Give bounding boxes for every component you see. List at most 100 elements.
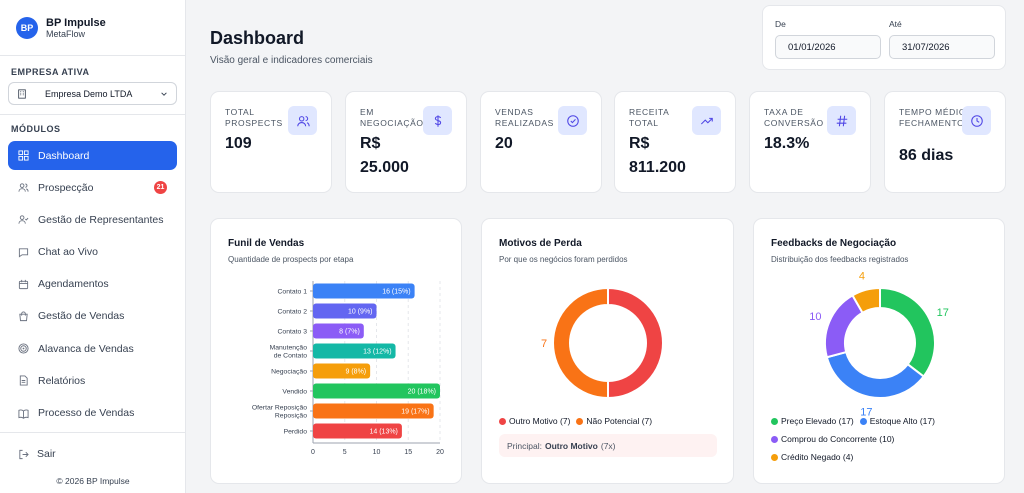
kpi-value: 811.200 bbox=[629, 159, 686, 176]
target-icon bbox=[18, 343, 29, 354]
x-tick-label: 15 bbox=[404, 449, 412, 456]
slice-label: 7 bbox=[541, 338, 547, 350]
legend-item: Crédito Negado (4) bbox=[771, 452, 995, 462]
kpi-card: TEMPO MÉDIO FECHAMENTO 86 dias bbox=[884, 91, 1006, 193]
brand-subtitle: MetaFlow bbox=[46, 28, 86, 39]
kpi-label: TAXA DE CONVERSÃO bbox=[764, 107, 824, 128]
principal-prefix: Principal: bbox=[507, 440, 542, 451]
legend-label: Outro Motivo (7) bbox=[509, 416, 571, 426]
shopping-bag-icon bbox=[18, 311, 29, 322]
donut-slice[interactable] bbox=[552, 286, 609, 400]
donut-slice[interactable] bbox=[607, 286, 664, 400]
y-tick-label: Contato 1 bbox=[278, 289, 308, 296]
funnel-bar[interactable] bbox=[313, 423, 402, 439]
chat-icon bbox=[18, 247, 29, 258]
sidebar-item-dashboard[interactable]: Dashboard bbox=[8, 141, 177, 170]
kpi-value: 109 bbox=[225, 135, 252, 152]
funnel-bar[interactable] bbox=[313, 283, 415, 299]
trending-up-icon bbox=[692, 106, 721, 135]
funnel-bar[interactable] bbox=[313, 303, 377, 319]
users-icon bbox=[288, 106, 317, 135]
bar-data-label: 10 (9%) bbox=[348, 309, 373, 316]
principal-name: Outro Motivo bbox=[544, 440, 598, 451]
loss-reasons-legend: Outro Motivo (7) Não Potencial (7) bbox=[499, 416, 729, 434]
bar-data-label: 13 (12%) bbox=[363, 349, 391, 356]
funnel-bar[interactable] bbox=[313, 323, 364, 339]
sidebar-divider bbox=[0, 114, 186, 115]
logout-button[interactable]: Sair bbox=[18, 448, 56, 460]
sidebar-item-prospeccao[interactable]: Prospecção 21 bbox=[8, 173, 177, 202]
sidebar-divider bbox=[0, 432, 186, 433]
kpi-card: RECEITA TOTAL R$ 811.200 bbox=[614, 91, 736, 193]
funnel-bar[interactable] bbox=[313, 403, 434, 419]
legend-item: Preço Elevado (17) bbox=[771, 416, 854, 426]
building-icon bbox=[18, 88, 26, 99]
feedbacks-subtitle: Distribuição dos feedbacks registrados bbox=[771, 255, 909, 264]
funnel-bar[interactable] bbox=[313, 363, 371, 379]
legend-swatch bbox=[771, 453, 778, 461]
legend-item: Comprou do Concorrente (10) bbox=[771, 434, 995, 444]
sidebar-item-relatorios[interactable]: Relatórios bbox=[8, 366, 177, 395]
bar-data-label: 19 (17%) bbox=[401, 409, 429, 416]
legend-swatch bbox=[771, 435, 778, 443]
users-icon bbox=[18, 182, 29, 193]
x-tick-label: 5 bbox=[343, 449, 347, 456]
bar-data-label: 14 (13%) bbox=[369, 429, 397, 436]
principal-count: (7x) bbox=[600, 440, 616, 451]
slice-label: 17 bbox=[937, 307, 949, 319]
legend-label: Preço Elevado (17) bbox=[781, 416, 854, 426]
sidebar-item-gestao-vendas[interactable]: Gestão de Vendas bbox=[8, 302, 177, 331]
page-title: Dashboard bbox=[210, 28, 305, 48]
sidebar-item-label: Agendamentos bbox=[38, 278, 109, 291]
legend-item: Estoque Alto (17) bbox=[859, 416, 935, 426]
sidebar-item-label: Dashboard bbox=[38, 149, 90, 162]
dashboard-icon bbox=[18, 150, 29, 161]
legend-swatch bbox=[576, 417, 584, 425]
kpi-value: R$ bbox=[629, 135, 650, 152]
slice-label: 4 bbox=[859, 270, 865, 282]
calendar-icon bbox=[18, 279, 29, 290]
sidebar-item-label: Gestão de Representantes bbox=[38, 213, 164, 226]
to-date-input[interactable]: 31/07/2026 bbox=[889, 35, 995, 59]
kpi-card: EM NEGOCIAÇÃO R$ 25.000 bbox=[345, 91, 467, 193]
legend-label: Crédito Negado (4) bbox=[781, 452, 854, 462]
sidebar-item-representantes[interactable]: Gestão de Representantes bbox=[8, 205, 177, 234]
loss-reasons-title: Motivos de Perda bbox=[499, 238, 582, 249]
dollar-icon bbox=[423, 106, 452, 135]
kpi-value: 86 dias bbox=[899, 147, 954, 164]
y-tick-label: Negociação bbox=[271, 369, 307, 376]
kpi-card: TAXA DE CONVERSÃO 18.3% bbox=[749, 91, 871, 193]
logout-icon bbox=[18, 449, 29, 460]
donut-slice[interactable] bbox=[851, 286, 881, 315]
y-tick-label: Vendido bbox=[282, 389, 307, 396]
sidebar-item-label: Gestão de Vendas bbox=[38, 310, 125, 323]
bar-data-label: 20 (18%) bbox=[408, 389, 436, 396]
kpi-label: TEMPO MÉDIO FECHAMENTO bbox=[899, 107, 967, 128]
brand-logo: BP bbox=[16, 16, 38, 39]
prospeccao-badge: 21 bbox=[154, 181, 167, 195]
kpi-label: TOTAL PROSPECTS bbox=[225, 107, 283, 128]
kpi-label: RECEITA TOTAL bbox=[629, 107, 669, 128]
clock-icon bbox=[962, 106, 991, 135]
sidebar-item-label: Alavanca de Vendas bbox=[38, 342, 134, 355]
sidebar-item-label: Chat ao Vivo bbox=[38, 246, 98, 259]
funnel-bar[interactable] bbox=[313, 343, 396, 359]
company-section-label: EMPRESA ATIVA bbox=[11, 67, 90, 77]
from-date-input[interactable]: 01/01/2026 bbox=[775, 35, 881, 59]
copyright: © 2026 BP Impulse bbox=[56, 476, 130, 486]
sidebar-item-alavanca[interactable]: Alavanca de Vendas bbox=[8, 334, 177, 363]
brand-name: BP Impulse bbox=[46, 16, 106, 29]
kpi-value: R$ bbox=[360, 135, 381, 152]
loss-reasons-chart: 7 bbox=[541, 286, 664, 400]
bar-data-label: 8 (7%) bbox=[339, 329, 360, 336]
sidebar-item-chat[interactable]: Chat ao Vivo bbox=[8, 238, 177, 267]
funnel-bar[interactable] bbox=[313, 383, 440, 399]
company-select[interactable]: Empresa Demo LTDA bbox=[8, 82, 177, 105]
kpi-card: TOTAL PROSPECTS 109 bbox=[210, 91, 332, 193]
sidebar-item-agendamentos[interactable]: Agendamentos bbox=[8, 270, 177, 299]
x-tick-label: 10 bbox=[373, 449, 381, 456]
funnel-title: Funil de Vendas bbox=[228, 238, 305, 249]
sidebar-item-processo[interactable]: Processo de Vendas bbox=[8, 399, 177, 428]
legend-label: Comprou do Concorrente (10) bbox=[781, 434, 895, 444]
donut-slice[interactable] bbox=[825, 350, 926, 399]
